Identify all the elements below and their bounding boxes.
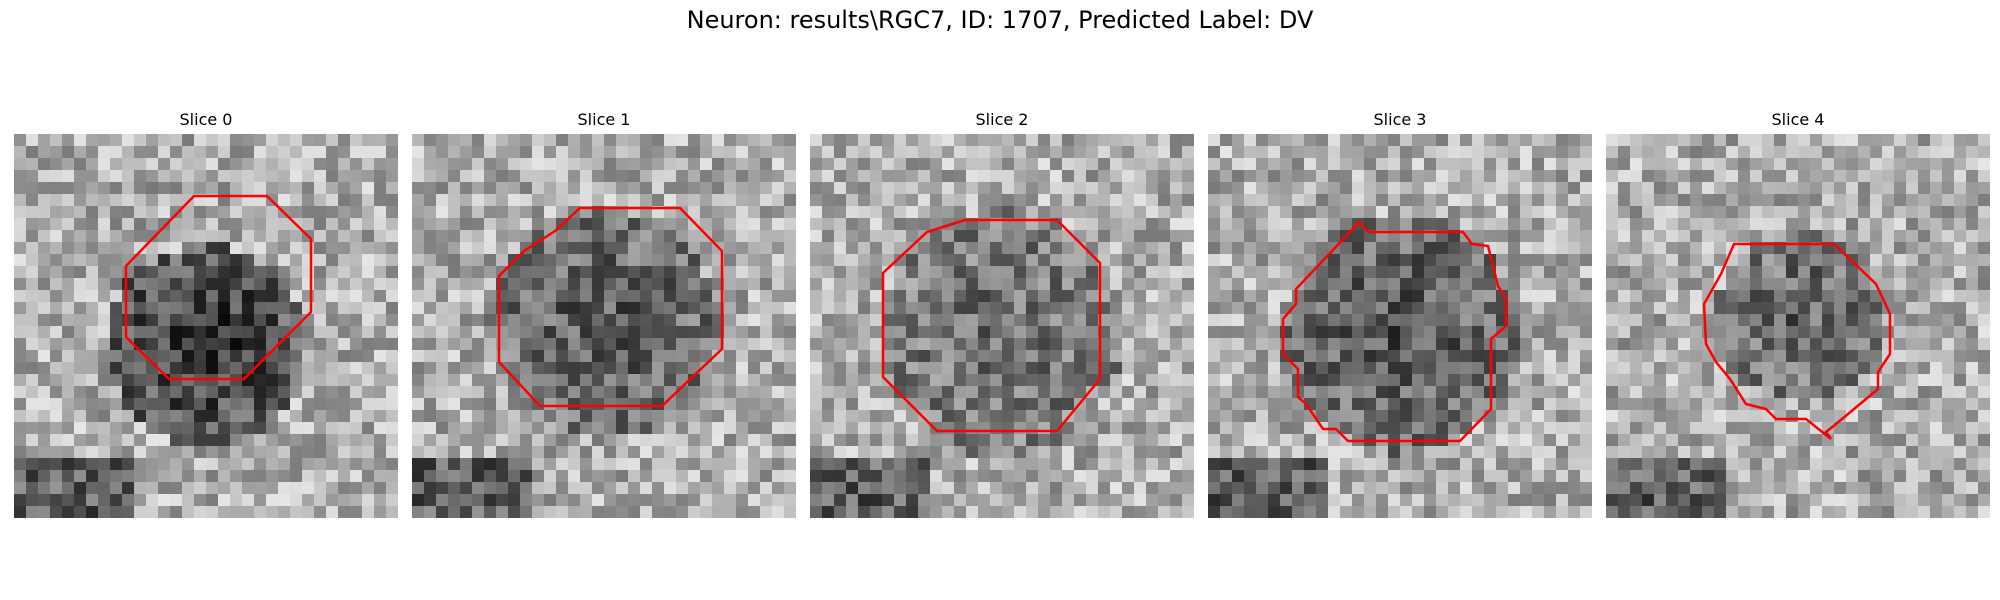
slice-image [412,134,796,518]
cell-contour [124,194,313,381]
slice-image-1 [412,134,796,518]
slice-image [810,134,1194,518]
cell-contour [497,206,724,408]
slice-title: Slice 4 [1771,110,1825,129]
grayscale-pixels [1606,134,1990,518]
grayscale-pixels [412,134,796,518]
grayscale-pixels [14,134,398,518]
cell-contour [1281,220,1508,443]
slice-title: Slice 2 [975,110,1029,129]
slice-image-3 [1208,134,1592,518]
slice-panel-3: Slice 3 [1208,110,1592,518]
grayscale-pixels [1208,134,1592,518]
slice-image [14,134,398,518]
slice-panel-1: Slice 1 [412,110,796,518]
slice-image-0 [14,134,398,518]
slice-image-4 [1606,134,1990,518]
slice-title: Slice 0 [179,110,233,129]
cell-contour [881,218,1102,433]
slice-image [1208,134,1592,518]
figure-title: Neuron: results\RGC7, ID: 1707, Predicte… [686,6,1314,34]
slice-title: Slice 3 [1373,110,1427,129]
slice-panel-2: Slice 2 [810,110,1194,518]
slice-image [1606,134,1990,518]
grayscale-pixels [810,134,1194,518]
slice-panel-0: Slice 0 [14,110,398,518]
cell-contour [1702,242,1892,440]
slice-panel-4: Slice 4 [1606,110,1990,518]
slice-image-2 [810,134,1194,518]
slice-title: Slice 1 [577,110,631,129]
